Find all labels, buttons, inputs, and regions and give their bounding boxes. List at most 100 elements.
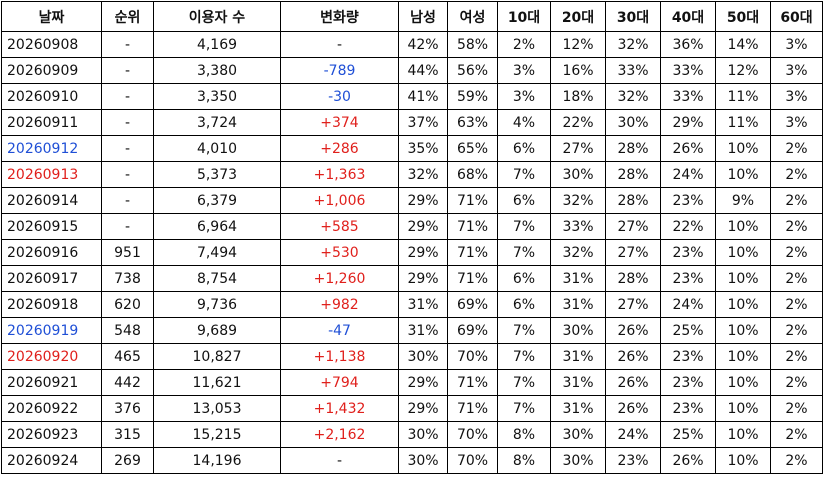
- table-cell: 7%: [497, 317, 551, 344]
- table-cell: 6,379: [153, 187, 281, 214]
- table-cell: 23%: [660, 265, 716, 292]
- table-cell: 71%: [447, 395, 498, 422]
- table-cell: 26%: [605, 369, 661, 396]
- table-row: 20260920 465 10,827 +1,138 30% 70% 7% 31% 26% 23%…: [1, 343, 823, 370]
- table-cell: 29%: [398, 239, 448, 266]
- table-cell: 71%: [447, 369, 498, 396]
- table-cell: 29%: [660, 109, 716, 136]
- header-cell: 남성: [398, 1, 448, 32]
- table-cell: +585: [280, 213, 399, 240]
- table-cell: 69%: [447, 291, 498, 318]
- table-cell: 23%: [660, 369, 716, 396]
- table-cell: 3,724: [153, 109, 281, 136]
- table-row: 20260909-3,380 -789 44% 56% 3% 16% 33% 33% 12% 3%: [1, 57, 823, 84]
- table-cell: 41%: [398, 83, 448, 110]
- table-cell: 2%: [770, 213, 823, 240]
- table-cell: 26%: [605, 395, 661, 422]
- table-cell: 28%: [605, 265, 661, 292]
- table-cell: 25%: [660, 317, 716, 344]
- table-cell: 4,010: [153, 135, 281, 162]
- table-cell: 10%: [715, 239, 771, 266]
- table-cell: 26%: [660, 135, 716, 162]
- table-cell: 32%: [550, 187, 606, 214]
- table-cell: 11%: [715, 83, 771, 110]
- table-cell: +286: [280, 135, 399, 162]
- table-cell: 620: [101, 291, 154, 318]
- table-cell: -: [101, 135, 154, 162]
- table-cell: 10%: [715, 421, 771, 448]
- table-cell: 56%: [447, 57, 498, 84]
- header-cell: 40대: [660, 1, 716, 32]
- table-cell: 31%: [550, 265, 606, 292]
- table-cell: 23%: [660, 395, 716, 422]
- table-cell: 6%: [497, 265, 551, 292]
- date-cell: 20260917: [1, 265, 102, 292]
- table-cell: 33%: [660, 57, 716, 84]
- table-cell: 951: [101, 239, 154, 266]
- table-cell: 5,373: [153, 161, 281, 188]
- table-header: 날짜 순위 이용자 수 변화량 남성 여성 10대 20대 30대 40대 50대 60대: [1, 1, 823, 32]
- table-cell: 27%: [605, 291, 661, 318]
- table-cell: 27%: [605, 213, 661, 240]
- header-cell: 50대: [715, 1, 771, 32]
- table-cell: +2,162: [280, 421, 399, 448]
- table-cell: 71%: [447, 265, 498, 292]
- table-cell: 29%: [398, 369, 448, 396]
- table-row: 20260917 738 8,754 +1,260 29% 71% 6% 31% 28% 23% 1…: [1, 265, 823, 292]
- table-cell: 30%: [550, 447, 606, 474]
- table-cell: 10%: [715, 395, 771, 422]
- table-cell: 31%: [550, 343, 606, 370]
- table-cell: 24%: [660, 161, 716, 188]
- table-body: 20260908-4,169-42% 58% 2% 12% 32% 36% 14% 3% 202…: [1, 31, 823, 474]
- date-cell: 20260914: [1, 187, 102, 214]
- table-cell: 10%: [715, 291, 771, 318]
- table-cell: 3,380: [153, 57, 281, 84]
- table-row: 20260921 442 11,621 +794 29% 71% 7% 31% 26% 23% 10…: [1, 369, 823, 396]
- table-cell: 14%: [715, 31, 771, 58]
- date-cell: 20260909: [1, 57, 102, 84]
- table-cell: 2%: [770, 369, 823, 396]
- table-cell: 7%: [497, 395, 551, 422]
- table-cell: 26%: [605, 343, 661, 370]
- table-row: 20260910-3,350 -30 41% 59% 3% 18% 32% 33% 11% 3%: [1, 83, 823, 110]
- table-cell: 2%: [770, 395, 823, 422]
- date-cell: 20260910: [1, 83, 102, 110]
- table-cell: 269: [101, 447, 154, 474]
- table-cell: 15,215: [153, 421, 281, 448]
- table-cell: 3%: [770, 109, 823, 136]
- table-cell: 2%: [770, 135, 823, 162]
- table-cell: 70%: [447, 343, 498, 370]
- table-cell: 7%: [497, 343, 551, 370]
- table-cell: 3%: [770, 31, 823, 58]
- date-cell: 20260912: [1, 135, 102, 162]
- table-cell: 30%: [605, 109, 661, 136]
- table-cell: -: [101, 83, 154, 110]
- table-cell: 37%: [398, 109, 448, 136]
- table-cell: 27%: [550, 135, 606, 162]
- date-cell: 20260908: [1, 31, 102, 58]
- table-cell: 10,827: [153, 343, 281, 370]
- table-cell: 11,621: [153, 369, 281, 396]
- table-cell: 31%: [550, 395, 606, 422]
- table-cell: 42%: [398, 31, 448, 58]
- date-cell: 20260921: [1, 369, 102, 396]
- date-cell: 20260924: [1, 447, 102, 474]
- table-cell: 4,169: [153, 31, 281, 58]
- table-row: 20260924 269 14,196-30% 70% 8% 30% 23% 26% 10% 2%: [1, 447, 823, 474]
- table-cell: 10%: [715, 317, 771, 344]
- table-cell: 9,736: [153, 291, 281, 318]
- table-cell: 32%: [605, 31, 661, 58]
- table-cell: 68%: [447, 161, 498, 188]
- table-cell: 23%: [660, 239, 716, 266]
- table-cell: 70%: [447, 421, 498, 448]
- table-cell: 14,196: [153, 447, 281, 474]
- table-cell: 3%: [770, 83, 823, 110]
- date-cell: 20260916: [1, 239, 102, 266]
- table-cell: 16%: [550, 57, 606, 84]
- table-cell: 33%: [605, 57, 661, 84]
- table-cell: 32%: [398, 161, 448, 188]
- table-cell: -47: [280, 317, 399, 344]
- table-cell: 28%: [605, 135, 661, 162]
- table-row: 20260913-5,373 +1,363 32% 68% 7% 30% 28% 24% 10%…: [1, 161, 823, 188]
